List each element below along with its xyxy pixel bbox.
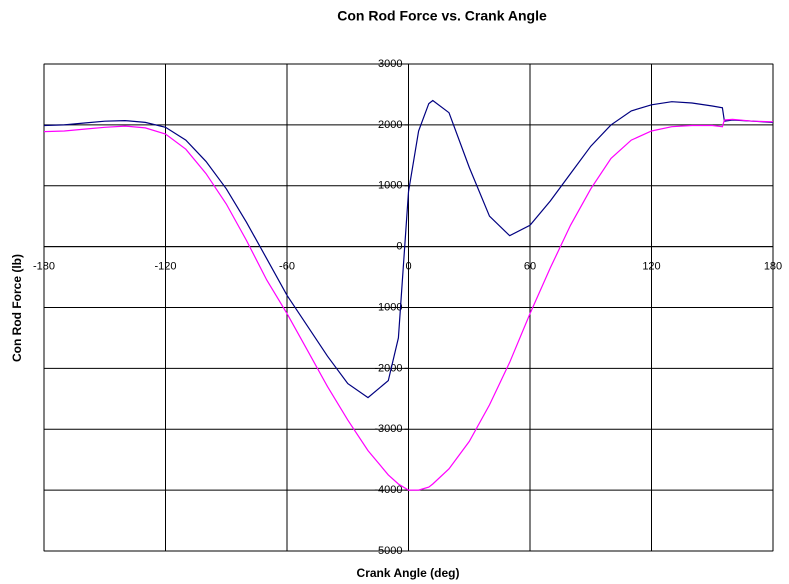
y-tick-label: -2000 <box>374 362 402 374</box>
x-tick-label: -120 <box>154 261 176 273</box>
y-tick-label: 3000 <box>378 58 402 70</box>
y-axis-label: Con Rod Force (lb) <box>10 254 24 362</box>
x-tick-label: -60 <box>279 261 295 273</box>
x-tick-label: 180 <box>764 261 782 273</box>
y-tick-label: -5000 <box>374 545 402 557</box>
x-tick-label: 60 <box>524 261 536 273</box>
line-series <box>43 99 774 399</box>
y-tick-label: 2000 <box>378 119 402 131</box>
chart-title: Con Rod Force vs. Crank Angle <box>337 8 547 24</box>
y-tick-label: -1000 <box>374 301 402 313</box>
line-series <box>43 118 774 491</box>
y-tick-label: -4000 <box>374 484 402 496</box>
y-tick-label: -3000 <box>374 423 402 435</box>
x-axis-label: Crank Angle (deg) <box>357 566 460 580</box>
x-tick-label: -180 <box>33 261 55 273</box>
y-tick-label: 1000 <box>378 180 402 192</box>
x-tick-label: 120 <box>642 261 660 273</box>
